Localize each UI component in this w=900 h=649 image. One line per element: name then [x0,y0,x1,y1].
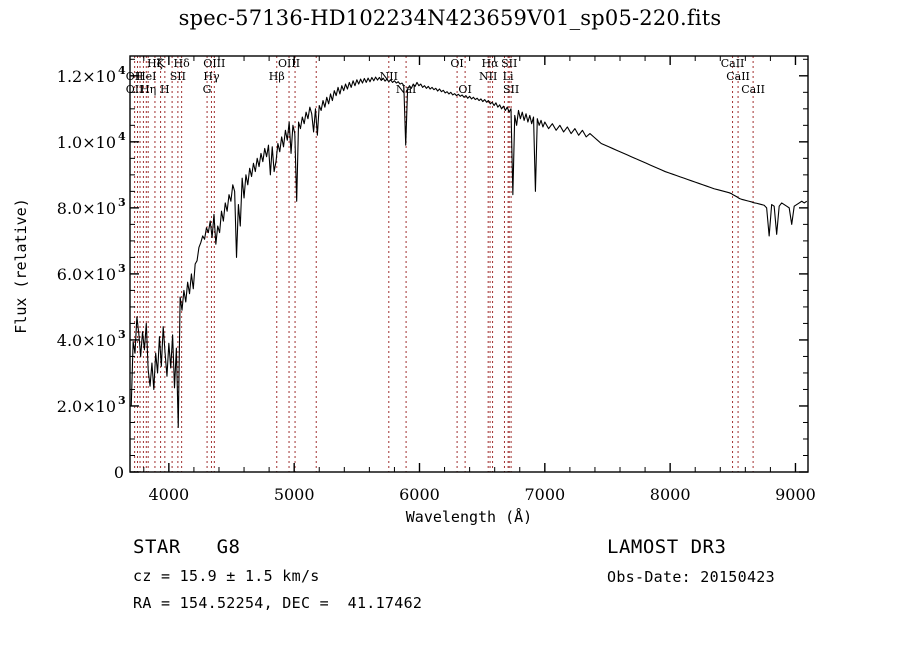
spectral-line-label: K [156,57,165,70]
y-tick-label: 1.2×10 [57,67,116,86]
y-tick-exponent: 4 [118,64,126,77]
spectral-line-label: Hδ [174,57,191,70]
spectral-line-label: SII [501,57,517,70]
spectral-line-label: Hη [140,83,156,96]
chart-area: 4000 5000 6000 7000 8000 9000 0 2.0×10 3 4.0×10 3… [12,55,816,526]
y-tick-label: 4.0×10 [57,331,116,350]
emission-line-markers-group [134,56,754,472]
spectral-line-label: Hβ [269,70,285,83]
spectral-line-label: CaII [721,57,745,70]
star-class-line: STAR G8 [133,536,241,558]
y-tick-exponent: 3 [118,394,126,407]
spectral-line-label: OI [458,83,471,96]
y-tick-label: 8.0×10 [57,199,116,218]
spectral-line-label: SII [503,83,519,96]
y-tick-exponent: 3 [118,262,126,275]
spectrum-trace-group [130,76,808,428]
y-tick-labels-group: 02.0×10 34.0×10 36.0×10 38.0×10 31.0×10 41.2×… [57,64,126,482]
spectral-line-label: Li [503,70,514,83]
y-axis-title: Flux (relative) [12,198,30,333]
coordinates-line: RA = 154.52254, DEC = 41.17462 [133,594,423,612]
y-tick-exponent: 3 [118,196,126,209]
spectral-line-label: H [160,83,170,96]
spectral-line-label: NaI [396,83,417,96]
x-tick-label: 8000 [650,485,691,504]
spectral-line-label: OII [126,83,144,96]
y-tick-label: 6.0×10 [57,265,116,284]
spectral-line-label: G [203,83,212,96]
y-tick-label: 1.0×10 [57,133,116,152]
x-tick-label: 9000 [775,485,816,504]
page-title: spec-57136-HD102234N423659V01_sp05-220.f… [178,6,722,30]
spectral-line-label: NII [380,70,398,83]
spectral-line-label: OI [450,57,463,70]
y-tick-label: 0 [114,463,124,482]
spectral-line-label: SII [170,70,186,83]
spectral-line-label: NII [479,70,497,83]
axis-frame-group [129,55,809,473]
survey-label: LAMOST DR3 [607,536,727,558]
spectral-line-label: Hα [482,57,500,70]
spectral-line-label: Hζ [147,57,163,70]
metadata-right-column: LAMOST DR3 Obs-Date: 20150423 [607,536,775,586]
spectral-line-label: OIII [203,57,225,70]
spectral-line-label: HeI [136,70,156,83]
x-tick-label: 6000 [399,485,440,504]
x-tick-label: 7000 [524,485,565,504]
spectral-line-label: CaII [726,70,750,83]
x-tick-label: 4000 [148,485,189,504]
spectral-line-label: Hγ [203,70,220,83]
metadata-panel: STAR G8 cz = 15.9 ± 1.5 km/s RA = 154.52… [0,530,900,649]
x-tick-label: 5000 [274,485,315,504]
observation-date-line: Obs-Date: 20150423 [607,568,775,586]
spectral-line-label: CaII [741,83,765,96]
redshift-velocity-line: cz = 15.9 ± 1.5 km/s [133,567,320,585]
y-tick-exponent: 3 [118,328,126,341]
spectrum-chart: 4000 5000 6000 7000 8000 9000 02.0×10 34.0×10 3… [12,55,816,526]
spectral-line-label: OIII [278,57,300,70]
x-tick-labels-group: 4000 5000 6000 7000 8000 9000 [148,485,815,504]
y-tick-exponent: 4 [118,130,126,143]
y-tick-label: 2.0×10 [57,397,116,416]
metadata-left-column: STAR G8 cz = 15.9 ± 1.5 km/s RA = 154.52… [133,536,422,612]
x-axis-title: Wavelength (Å) [406,507,532,526]
spectral-line-label: OII [126,70,144,83]
